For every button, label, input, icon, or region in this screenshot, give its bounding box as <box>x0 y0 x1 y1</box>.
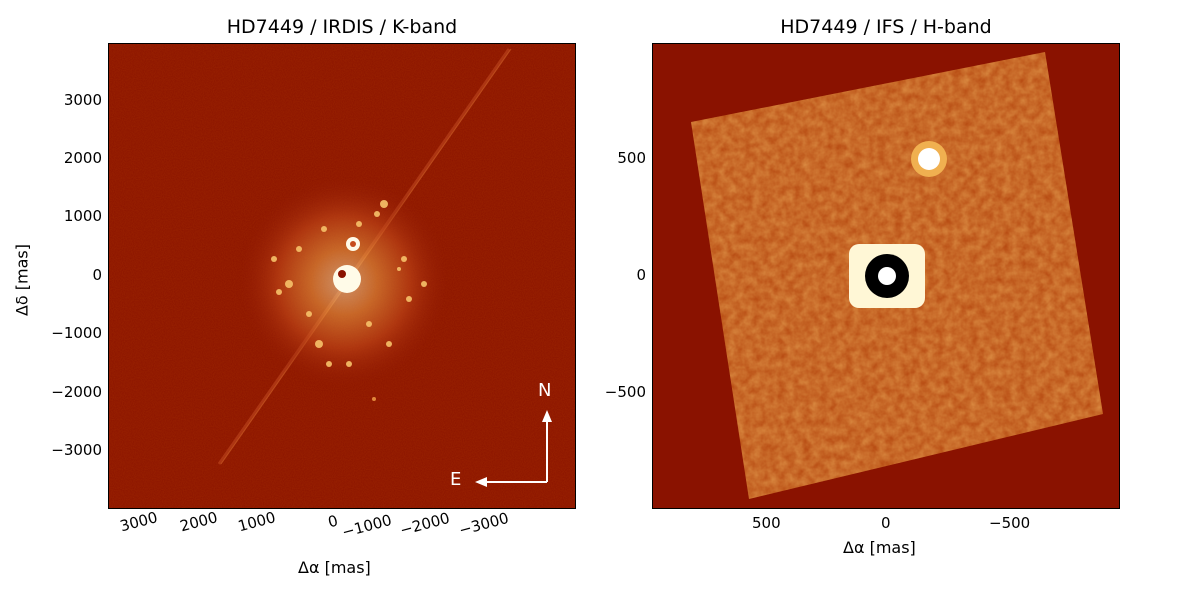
left-x-tick-3000: 3000 <box>118 508 160 536</box>
right-panel-title: HD7449 / IFS / H-band <box>780 16 992 38</box>
right-x-tick-m500: −500 <box>989 514 1031 532</box>
left-y-tick-m3000: −3000 <box>51 441 102 459</box>
right-x-axis-label: Δα [mas] <box>843 538 916 557</box>
left-y-tick-1000: 1000 <box>63 207 102 225</box>
right-x-tick-500: 500 <box>752 514 781 532</box>
compass <box>475 410 552 487</box>
right-x-tick-0: 0 <box>881 514 891 532</box>
left-y-tick-3000: 3000 <box>63 91 102 109</box>
compass-north-label: N <box>538 380 552 401</box>
left-x-tick-0: 0 <box>326 511 340 532</box>
left-y-tick-0: 0 <box>92 266 102 284</box>
right-y-tick-m500: −500 <box>604 383 646 401</box>
irdis-image: N E <box>108 43 576 509</box>
left-x-tick-2000: 2000 <box>178 508 220 536</box>
left-x-axis-label: Δα [mas] <box>298 558 371 577</box>
left-x-tick-m1000: −1000 <box>340 510 394 542</box>
left-x-tick-1000: 1000 <box>236 508 278 536</box>
left-x-tick-m3000: −3000 <box>457 508 511 540</box>
left-panel-title: HD7449 / IRDIS / K-band <box>226 16 458 38</box>
left-y-tick-m2000: −2000 <box>51 383 102 401</box>
left-y-tick-2000: 2000 <box>63 149 102 167</box>
left-y-tick-m1000: −1000 <box>51 324 102 342</box>
right-y-tick-500: 500 <box>617 149 646 167</box>
left-x-tick-m2000: −2000 <box>398 508 452 540</box>
left-y-axis-label: Δδ [mas] <box>12 243 32 317</box>
right-y-tick-0: 0 <box>636 266 646 284</box>
compass-east-label: E <box>450 469 462 490</box>
ifs-image <box>652 43 1120 509</box>
